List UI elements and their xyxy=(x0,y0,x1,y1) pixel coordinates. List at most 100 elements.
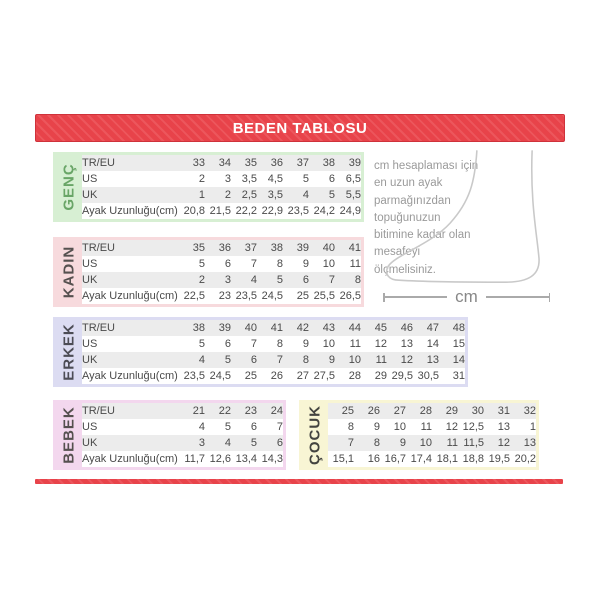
size-value: 11 xyxy=(420,421,432,433)
size-value: 27,5 xyxy=(313,370,335,382)
size-value: 18,1 xyxy=(436,453,458,465)
size-value: 21,5 xyxy=(209,205,231,217)
size-value: 1 xyxy=(529,421,536,433)
size-value: 37 xyxy=(244,242,257,254)
size-value: 41 xyxy=(270,322,283,334)
size-value: 13 xyxy=(426,354,439,366)
size-value: 44 xyxy=(348,322,361,334)
measure-line-segment xyxy=(485,296,549,298)
size-value: 38 xyxy=(270,242,283,254)
table-row: UK 1 2 2,5 3,5 4 5 5,5 xyxy=(82,187,361,203)
size-value: 42 xyxy=(296,322,309,334)
table-row: US 5 6 7 8 9 10 11 12 13 14 15 xyxy=(82,336,465,352)
size-table-bebek: TR/EU 21 22 23 24 US 4 5 6 7 UK 3 4 5 6 Ayak Uzunluğu(c… xyxy=(82,403,283,467)
size-value: 48 xyxy=(452,322,465,334)
size-value: 5 xyxy=(328,189,335,201)
measure-tick-left xyxy=(383,292,385,302)
size-value: 6 xyxy=(250,354,257,366)
size-value: 20,2 xyxy=(514,453,536,465)
size-value: 33 xyxy=(192,157,205,169)
size-value: 38 xyxy=(322,157,335,169)
size-value: 12 xyxy=(374,338,387,350)
size-value: 30 xyxy=(471,405,484,417)
size-value: 23,5 xyxy=(287,205,309,217)
size-value: 31 xyxy=(497,405,510,417)
size-value: 23 xyxy=(244,405,257,417)
size-value: 11,5 xyxy=(463,437,484,449)
size-value: 22,2 xyxy=(235,205,257,217)
size-value: 45 xyxy=(374,322,387,334)
size-value: 35 xyxy=(192,242,205,254)
size-value: 34 xyxy=(218,157,231,169)
row-label: UK xyxy=(82,189,98,201)
row-label: TR/EU xyxy=(82,242,115,254)
size-value: 7 xyxy=(250,258,257,270)
row-label: TR/EU xyxy=(82,405,115,417)
footer-bar xyxy=(35,479,563,484)
size-value: 6 xyxy=(302,274,309,286)
size-value: 3,5 xyxy=(267,189,283,201)
size-value: 15,1 xyxy=(332,453,354,465)
size-value: 47 xyxy=(426,322,439,334)
row-label: Ayak Uzunluğu(cm) xyxy=(82,290,178,302)
size-value: 6 xyxy=(276,437,283,449)
size-value: 24,5 xyxy=(209,370,231,382)
size-value: 4 xyxy=(198,421,205,433)
size-value: 5 xyxy=(224,354,231,366)
size-table-section-genc: GENÇ TR/EU 33 34 35 36 37 38 39 US 2 3 3,5 4,5 5 6 6,5 U… xyxy=(53,152,364,222)
size-value: 19,5 xyxy=(488,453,510,465)
size-value: 39 xyxy=(348,157,361,169)
table-row: 25 26 27 28 29 30 31 32 xyxy=(328,403,536,419)
size-value: 23,5 xyxy=(183,370,205,382)
size-value: 29 xyxy=(445,405,458,417)
size-value: 24,5 xyxy=(261,290,283,302)
size-value: 39 xyxy=(218,322,231,334)
size-table-erkek: TR/EU 38 39 40 41 42 43 44 45 46 47 48 US 5 6 7 8 9 10 11 12… xyxy=(82,320,465,384)
size-value: 4 xyxy=(250,274,257,286)
size-value: 6 xyxy=(224,338,231,350)
table-row: TR/EU 38 39 40 41 42 43 44 45 46 47 48 xyxy=(82,320,465,336)
size-value: 16 xyxy=(367,453,380,465)
cm-measure-line: cm xyxy=(383,287,551,306)
size-value: 25 xyxy=(244,370,257,382)
size-value: 26,5 xyxy=(339,290,361,302)
size-value: 14 xyxy=(452,354,465,366)
size-value: 11 xyxy=(349,258,361,270)
size-value: 40 xyxy=(322,242,335,254)
table-row: US 4 5 6 7 xyxy=(82,419,283,435)
size-value: 36 xyxy=(218,242,231,254)
row-label: UK xyxy=(82,354,98,366)
row-label: TR/EU xyxy=(82,157,115,169)
size-value: 36 xyxy=(270,157,283,169)
size-value: 2,5 xyxy=(241,189,257,201)
size-value: 7 xyxy=(276,354,283,366)
size-value: 11,7 xyxy=(184,453,205,465)
section-label-cocuk: ÇOCUK xyxy=(306,405,324,465)
size-value: 28 xyxy=(419,405,432,417)
size-table-section-bebek: BEBEK TR/EU 21 22 23 24 US 4 5 6 7 UK 3 4 5 6 Ayak Uzun… xyxy=(53,400,286,470)
size-value: 11 xyxy=(375,354,387,366)
size-value: 8 xyxy=(347,421,354,433)
size-value: 35 xyxy=(244,157,257,169)
size-value: 3 xyxy=(224,173,231,185)
size-value: 24,2 xyxy=(313,205,335,217)
table-row: US 5 6 7 8 9 10 11 xyxy=(82,256,361,272)
row-label: Ayak Uzunluğu(cm) xyxy=(82,453,178,465)
section-label-bebek: BEBEK xyxy=(60,406,78,464)
size-value: 5 xyxy=(276,274,283,286)
table-row: TR/EU 33 34 35 36 37 38 39 xyxy=(82,155,361,171)
row-label: US xyxy=(82,421,98,433)
size-value: 8 xyxy=(302,354,309,366)
size-value: 12 xyxy=(497,437,510,449)
size-value: 10 xyxy=(322,258,335,270)
foot-outline-illustration xyxy=(383,148,551,294)
size-value: 20,8 xyxy=(183,205,205,217)
size-value: 8 xyxy=(276,338,283,350)
size-value: 4,5 xyxy=(267,173,283,185)
size-value: 41 xyxy=(348,242,361,254)
table-row: Ayak Uzunluğu(cm) 20,8 21,5 22,2 22,9 23,5 24,… xyxy=(82,203,361,219)
size-value: 4 xyxy=(302,189,309,201)
size-value: 37 xyxy=(296,157,309,169)
size-table-section-kadin: KADIN TR/EU 35 36 37 38 39 40 41 US 5 6 7 8 9 10 11 UK 2 3… xyxy=(53,237,364,307)
size-value: 4 xyxy=(224,437,231,449)
